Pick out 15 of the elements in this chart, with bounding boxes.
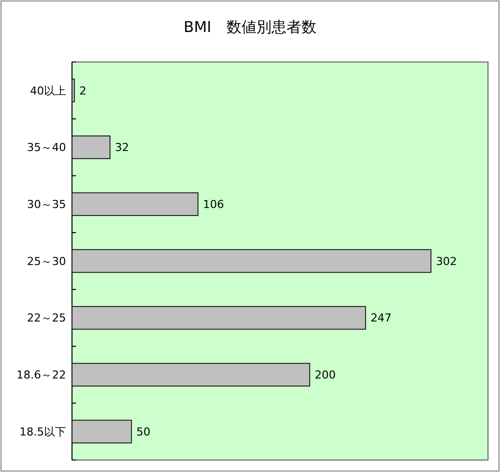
y-tick-label: 30～35 [27, 198, 66, 211]
chart-title: BMI 数値別患者数 [184, 18, 316, 36]
y-tick-label: 18.6～22 [16, 368, 66, 382]
y-tick-label: 18.5以下 [20, 425, 66, 438]
data-label: 200 [314, 368, 336, 382]
y-tick-label: 25～30 [27, 254, 66, 268]
data-label: 302 [436, 254, 457, 268]
data-label: 32 [115, 141, 130, 154]
data-label: 50 [136, 425, 150, 438]
data-label: 247 [370, 312, 392, 325]
y-tick-label: 35～40 [27, 141, 66, 154]
y-tick-label: 40以上 [30, 84, 66, 98]
y-tick-label: 22～25 [27, 312, 66, 325]
data-label: 106 [202, 198, 224, 211]
data-label: 2 [79, 84, 86, 98]
